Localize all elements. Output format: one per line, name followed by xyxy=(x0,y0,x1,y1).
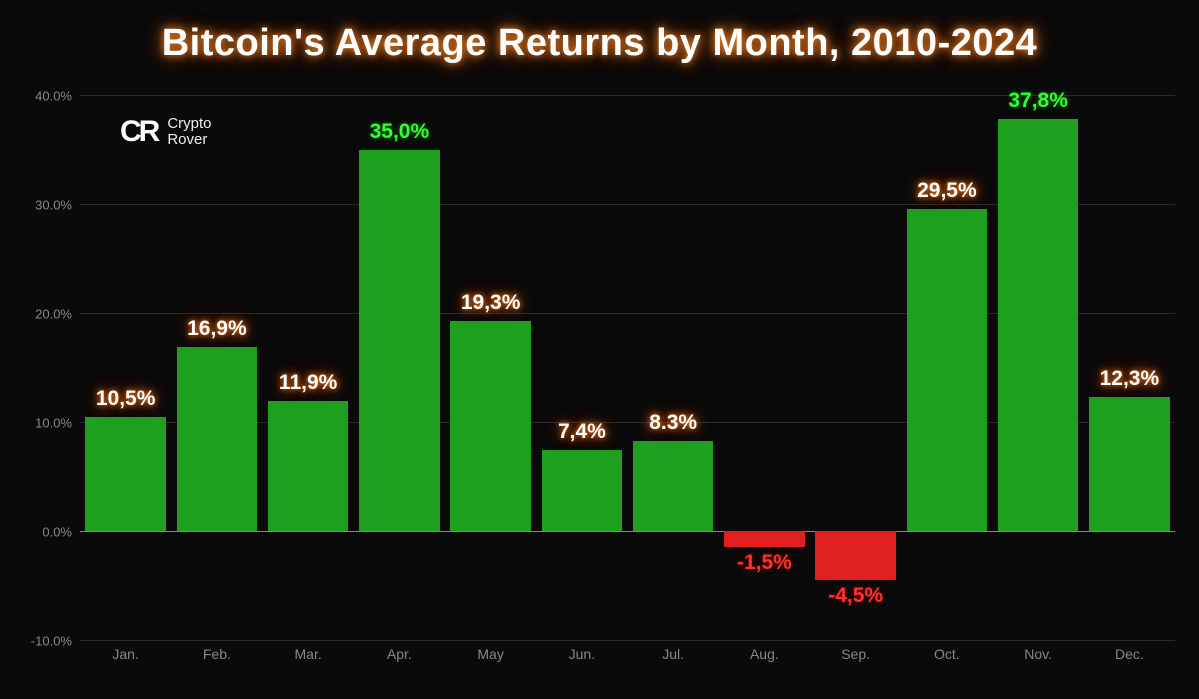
x-tick-label: Oct. xyxy=(934,646,960,662)
chart-area: -10.0%0.0%10.0%20.0%30.0%40.0% 10,5%16,9… xyxy=(80,95,1175,640)
bar-slot: -1,5% xyxy=(719,95,810,640)
bar-value-label: 7,4% xyxy=(558,420,606,444)
bar-value-label: 19,3% xyxy=(461,291,521,315)
bar-value-label: 10,5% xyxy=(96,387,156,411)
x-tick-label: Mar. xyxy=(295,646,322,662)
x-tick-label: Apr. xyxy=(387,646,412,662)
bar xyxy=(724,531,804,547)
bar xyxy=(907,209,987,531)
x-tick-label: Dec. xyxy=(1115,646,1144,662)
bar-value-label: -1,5% xyxy=(737,551,792,575)
bar xyxy=(268,401,348,531)
x-tick-label: Jan. xyxy=(112,646,138,662)
y-tick-label: 30.0% xyxy=(35,198,72,213)
bar-slot: 11,9% xyxy=(263,95,354,640)
bar-slot: 10,5% xyxy=(80,95,171,640)
bar xyxy=(815,531,895,580)
y-tick-label: 10.0% xyxy=(35,416,72,431)
chart-title: Bitcoin's Average Returns by Month, 2010… xyxy=(0,22,1199,65)
bar-value-label: 37,8% xyxy=(1008,89,1068,113)
bar-value-label: 29,5% xyxy=(917,179,977,203)
bar-value-label: 12,3% xyxy=(1100,367,1160,391)
bar-slot: 12,3% xyxy=(1084,95,1175,640)
bar xyxy=(633,441,713,531)
y-tick-label: -10.0% xyxy=(31,634,72,649)
bar-slot: 37,8% xyxy=(993,95,1084,640)
bar-slot: 35,0% xyxy=(354,95,445,640)
bar xyxy=(998,119,1078,531)
x-tick-label: Nov. xyxy=(1024,646,1052,662)
bar-value-label: 8.3% xyxy=(649,411,697,435)
x-tick-label: Sep. xyxy=(841,646,870,662)
bar-slot: 8.3% xyxy=(628,95,719,640)
bar-slot: 29,5% xyxy=(901,95,992,640)
x-tick-label: Jun. xyxy=(569,646,595,662)
y-tick-label: 40.0% xyxy=(35,89,72,104)
bar xyxy=(359,150,439,532)
gridline: -10.0% xyxy=(80,640,1175,641)
x-tick-label: Jul. xyxy=(662,646,684,662)
bar-value-label: 11,9% xyxy=(279,371,337,395)
bar xyxy=(542,450,622,531)
bar xyxy=(1089,397,1169,531)
bar-value-label: 35,0% xyxy=(370,120,430,144)
bar xyxy=(177,347,257,531)
bar-slot: 16,9% xyxy=(171,95,262,640)
bar-slot: -4,5% xyxy=(810,95,901,640)
bar-slot: 19,3% xyxy=(445,95,536,640)
bar xyxy=(450,321,530,531)
bar xyxy=(85,417,165,531)
bar-value-label: 16,9% xyxy=(187,317,247,341)
y-tick-label: 20.0% xyxy=(35,307,72,322)
bar-value-label: -4,5% xyxy=(828,584,883,608)
y-tick-label: 0.0% xyxy=(42,525,72,540)
x-tick-label: May xyxy=(477,646,503,662)
x-tick-label: Feb. xyxy=(203,646,231,662)
bars-container: 10,5% 16,9% 11,9% 35,0% 19,3% 7,4% 8.3% -1,5% -4… xyxy=(80,95,1175,640)
x-tick-label: Aug. xyxy=(750,646,779,662)
bar-slot: 7,4% xyxy=(536,95,627,640)
